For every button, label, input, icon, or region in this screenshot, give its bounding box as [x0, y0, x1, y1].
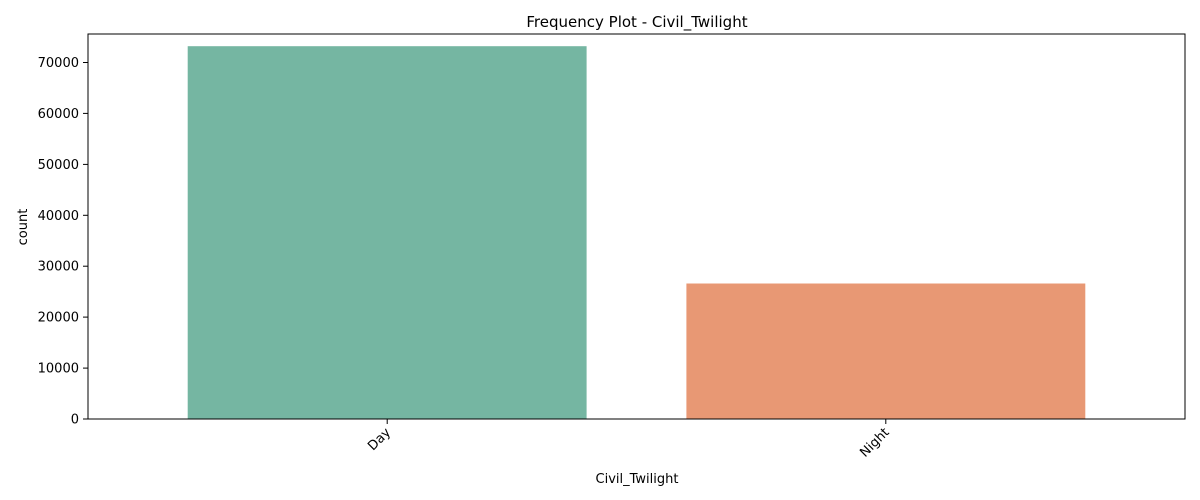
- x-axis-label: Civil_Twilight: [596, 472, 679, 487]
- plot-frame: [87, 33, 1186, 420]
- bars-layer: [187, 46, 1086, 419]
- y-tick-label: 60000: [38, 107, 79, 122]
- y-tick-label: 70000: [38, 56, 79, 71]
- x-tick-label: Day: [365, 425, 394, 454]
- y-tick-label: 50000: [38, 158, 79, 173]
- bar-day: [187, 46, 587, 419]
- x-axis: Day Night: [365, 419, 893, 461]
- y-tick-label: 40000: [38, 209, 79, 224]
- y-tick-label: 20000: [38, 311, 79, 326]
- y-tick-label: 0: [71, 413, 79, 428]
- y-axis: 0 10000 20000 30000 40000 50000 60000 70000: [38, 56, 88, 428]
- x-tick-label: Night: [857, 425, 892, 460]
- y-axis-label: count: [16, 209, 31, 246]
- chart-title: Frequency Plot - Civil_Twilight: [526, 13, 747, 32]
- bar-night: [686, 283, 1086, 419]
- y-tick-label: 10000: [38, 362, 79, 377]
- y-tick-label: 30000: [38, 260, 79, 275]
